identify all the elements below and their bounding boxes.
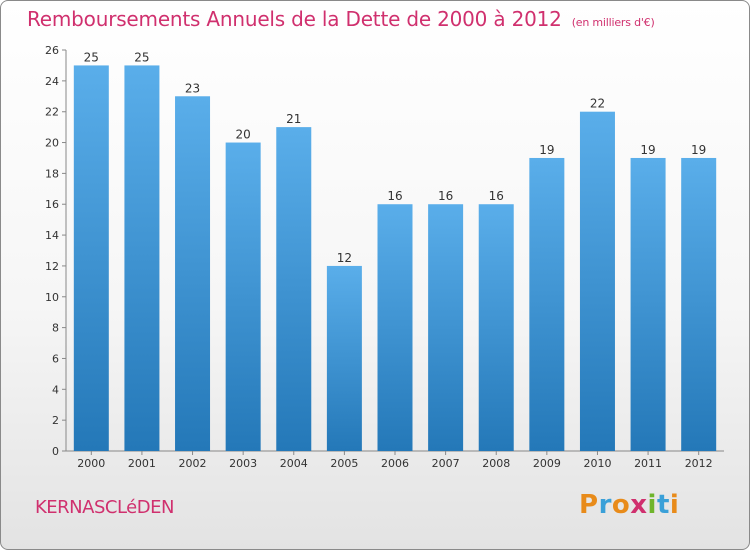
bar — [529, 157, 565, 451]
logo-letter: o — [611, 490, 631, 520]
x-tick-label: 2004 — [280, 457, 308, 470]
bar — [478, 204, 514, 451]
x-tick-label: 2010 — [583, 457, 611, 470]
logo-letter: i — [669, 490, 680, 520]
data-label: 16 — [438, 189, 453, 203]
logo-letter: i — [647, 490, 657, 520]
logo-letter: x — [630, 490, 648, 520]
y-tick-label: 6 — [52, 352, 59, 365]
x-tick-label: 2001 — [128, 457, 156, 470]
x-tick-label: 2011 — [634, 457, 662, 470]
y-tick-label: 12 — [45, 260, 59, 273]
y-tick-label: 18 — [45, 167, 59, 180]
chart-title: Remboursements Annuels de la Dette de 20… — [27, 7, 655, 31]
y-tick-label: 16 — [45, 198, 59, 211]
x-tick-label: 2006 — [381, 457, 409, 470]
y-tick-label: 8 — [52, 322, 59, 335]
chart-subtitle: (en milliers d'€) — [571, 16, 655, 29]
data-label: 16 — [489, 189, 504, 203]
bar — [326, 265, 362, 451]
data-label: 23 — [185, 81, 200, 95]
bar — [73, 65, 109, 451]
bar — [630, 157, 666, 451]
logo-letter: r — [598, 490, 612, 520]
proxiti-logo: Proxiti — [579, 490, 679, 520]
y-tick-label: 26 — [45, 44, 59, 57]
bar — [377, 204, 413, 451]
y-tick-label: 24 — [45, 75, 59, 88]
x-tick-label: 2009 — [533, 457, 561, 470]
data-label: 21 — [286, 112, 301, 126]
data-label: 20 — [236, 128, 251, 142]
data-label: 19 — [640, 143, 655, 157]
y-tick-label: 4 — [52, 383, 59, 396]
x-tick-label: 2000 — [77, 457, 105, 470]
y-tick-label: 0 — [52, 445, 59, 458]
y-tick-label: 20 — [45, 137, 59, 150]
data-label: 19 — [539, 143, 554, 157]
bar — [681, 157, 717, 451]
x-tick-label: 2007 — [432, 457, 460, 470]
title-text: Remboursements Annuels de la Dette de 20… — [27, 7, 562, 31]
town-name: KERNASCLéDEN — [35, 497, 174, 518]
x-tick-label: 2008 — [482, 457, 510, 470]
y-tick-label: 10 — [45, 291, 59, 304]
y-tick-label: 22 — [45, 106, 59, 119]
bar — [428, 204, 464, 451]
x-tick-label: 2002 — [179, 457, 207, 470]
x-tick-label: 2012 — [685, 457, 713, 470]
y-tick-label: 2 — [52, 414, 59, 427]
x-tick-label: 2003 — [229, 457, 257, 470]
logo-letter: t — [656, 490, 670, 520]
bar — [124, 65, 160, 451]
data-label: 22 — [590, 97, 605, 111]
data-label: 19 — [691, 143, 706, 157]
data-label: 25 — [134, 50, 149, 64]
data-label: 16 — [387, 189, 402, 203]
data-label: 12 — [337, 251, 352, 265]
bar — [225, 142, 261, 452]
bar — [276, 127, 312, 451]
bar — [175, 96, 211, 452]
y-tick-label: 14 — [45, 229, 59, 242]
x-tick-label: 2005 — [330, 457, 358, 470]
bar — [579, 111, 615, 451]
logo-letter: P — [579, 490, 599, 520]
data-label: 25 — [84, 50, 99, 64]
